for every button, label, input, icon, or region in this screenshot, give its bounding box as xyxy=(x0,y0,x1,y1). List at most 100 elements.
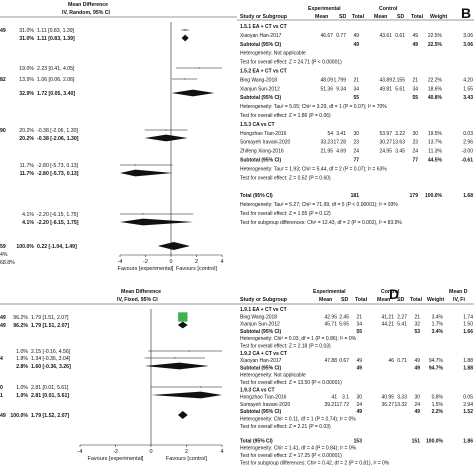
stat-line: Heterogeneity: Tau² = 1.93; Chi² = 5.44,… xyxy=(240,166,387,172)
cell-value: 53.97 xyxy=(379,131,392,137)
study-label: 1.9.2 CA + CT vs CT xyxy=(240,351,287,357)
header-total: Total xyxy=(355,297,368,303)
cell-value: 44.5% xyxy=(428,158,443,164)
study-label: Subtotal (95% CI) xyxy=(240,42,281,48)
row-ci: -0.38 [-2.06, 1.30] xyxy=(37,128,79,134)
cell-value: 2.27 xyxy=(397,314,407,320)
header-mean-difference: Mean Difference xyxy=(121,289,161,295)
cell-value: 2.45 xyxy=(339,314,349,320)
favours-right-label: Favours [control] xyxy=(166,456,207,462)
header-experimental: Experimental xyxy=(313,289,346,295)
cell-value: 1.799 xyxy=(333,77,346,83)
study-label: Subtotal (95% CI) xyxy=(240,158,281,164)
cell-value: 40.95 xyxy=(381,395,394,401)
header-control: Control xyxy=(381,289,400,295)
cell-value: 3.06 xyxy=(463,42,473,48)
cell-value: 1.68 xyxy=(463,193,473,199)
header-sd-ctrl: SD xyxy=(397,297,404,303)
cell-value: 43.61 xyxy=(379,33,392,39)
header-sd: SD xyxy=(339,14,346,20)
cell-value: 49 xyxy=(412,33,418,39)
cell-value: 3.4% xyxy=(432,329,444,335)
row-weight: 96.2% xyxy=(13,323,28,329)
cell-value: 5.65 xyxy=(339,322,349,328)
stat-line: Test for overall effect: Z = 24.71 (P < … xyxy=(240,60,342,66)
row-left-fragment: 82 xyxy=(0,77,6,83)
row-weight: 100.0% xyxy=(16,244,34,250)
row-weight: 11.7% xyxy=(20,163,35,169)
row-ci: 2.15 [-0.16, 4.56] xyxy=(31,349,71,355)
cell-value: 24 xyxy=(412,149,418,155)
study-square xyxy=(183,78,186,80)
cell-value: 24.95 xyxy=(379,149,392,155)
row-weight: 1.0% xyxy=(16,349,28,355)
row-left-fragment: 49 xyxy=(0,413,6,419)
header-mean: Mean xyxy=(315,14,328,20)
row-ci: -2.80 [-5.73, 0.13] xyxy=(37,171,79,177)
cell-value: 9.34 xyxy=(336,86,346,92)
cell-value: 23 xyxy=(353,140,359,146)
cell-value: 47.88 xyxy=(324,358,337,364)
row-weight: 4.1% xyxy=(22,212,34,218)
row-ci: 1.06 [0.06, 2.06] xyxy=(37,77,75,83)
x-tick-label: 2 xyxy=(185,449,188,455)
header-total-ctrl: Total xyxy=(411,14,424,20)
row-weight: 31.0% xyxy=(19,36,34,42)
cell-value: 49 xyxy=(414,365,420,371)
cell-value: 19.5% xyxy=(428,131,443,137)
cell-value: 21 xyxy=(356,314,362,320)
forest-plot-c-svg: Mean Difference IV, Fixed, 95% CI 96.2% 1… xyxy=(0,289,237,462)
cell-value: 41 xyxy=(331,395,337,401)
row-ci: 1.72 [0.05, 3.40] xyxy=(37,91,75,97)
row-weight: 32.9% xyxy=(19,91,34,97)
row-ci: 0.22 [-1.04, 1.49] xyxy=(37,244,77,250)
cell-value: 5.61 xyxy=(395,86,405,92)
row-ci: 1.60 [-0.36, 3.26] xyxy=(31,364,71,370)
study-square xyxy=(142,213,144,215)
cell-value: 3.45 xyxy=(395,149,405,155)
cell-value: 1.7% xyxy=(432,322,444,328)
stat-line: Heterogeneity: Chi² = 0.03, df = 1 (P = … xyxy=(240,336,357,342)
header-method: IV, Fixed, 95% CI xyxy=(117,297,158,303)
cell-value: 181 xyxy=(351,193,360,199)
cell-value: 34 xyxy=(356,322,362,328)
cell-value: 39.21 xyxy=(324,402,337,408)
cell-value: 49 xyxy=(353,42,359,48)
cell-value: 2.155 xyxy=(392,77,405,83)
cell-value: 22.5% xyxy=(428,42,443,48)
header-mean-ctrl: Mean xyxy=(374,14,387,20)
header-study: Study or Subgroup xyxy=(240,297,287,303)
cell-value: 49 xyxy=(356,358,362,364)
cell-value: 2.96 xyxy=(463,140,473,146)
cell-value: 0.67 xyxy=(339,358,349,364)
cell-value: 30 xyxy=(356,395,362,401)
cell-value: 0.77 xyxy=(336,33,346,39)
subtotal-diamond xyxy=(120,218,194,226)
study-label: Somayeh Iravani-2020 xyxy=(240,402,291,408)
study-label: Total (95% CI) xyxy=(240,193,273,199)
study-label: Bing Wang-2018 xyxy=(240,314,277,320)
cell-value: 2.2% xyxy=(432,409,444,415)
cell-value: 2.94 xyxy=(463,402,473,408)
cell-value: 49 xyxy=(353,33,359,39)
cell-value: 43.89 xyxy=(379,77,392,83)
cell-value: 21.95 xyxy=(320,149,333,155)
study-label: 1.9.3 CA vs CT xyxy=(240,387,275,393)
cell-value: 49.81 xyxy=(379,86,392,92)
subtotal-diamond xyxy=(120,169,173,177)
cell-value: 30 xyxy=(414,395,420,401)
study-square xyxy=(200,386,202,388)
cell-value: 46 xyxy=(388,358,394,364)
header-control: Control xyxy=(379,6,398,12)
header-total-ctrl: Total xyxy=(410,297,423,303)
cell-value: 3.4% xyxy=(432,314,444,320)
row-ci: 1.11 [0.83, 1.39] xyxy=(37,28,75,34)
cell-value: 17.28 xyxy=(333,140,346,146)
study-label: Xianjun Sun-2012 xyxy=(240,322,280,328)
header-study: Study or Subgroup xyxy=(240,14,287,20)
cell-value: 17.72 xyxy=(336,402,349,408)
study-label: Bing Wang-2018 xyxy=(240,77,277,83)
header-sd: SD xyxy=(341,297,348,303)
study-label: Zhifeng Xiong-2016 xyxy=(240,149,284,155)
